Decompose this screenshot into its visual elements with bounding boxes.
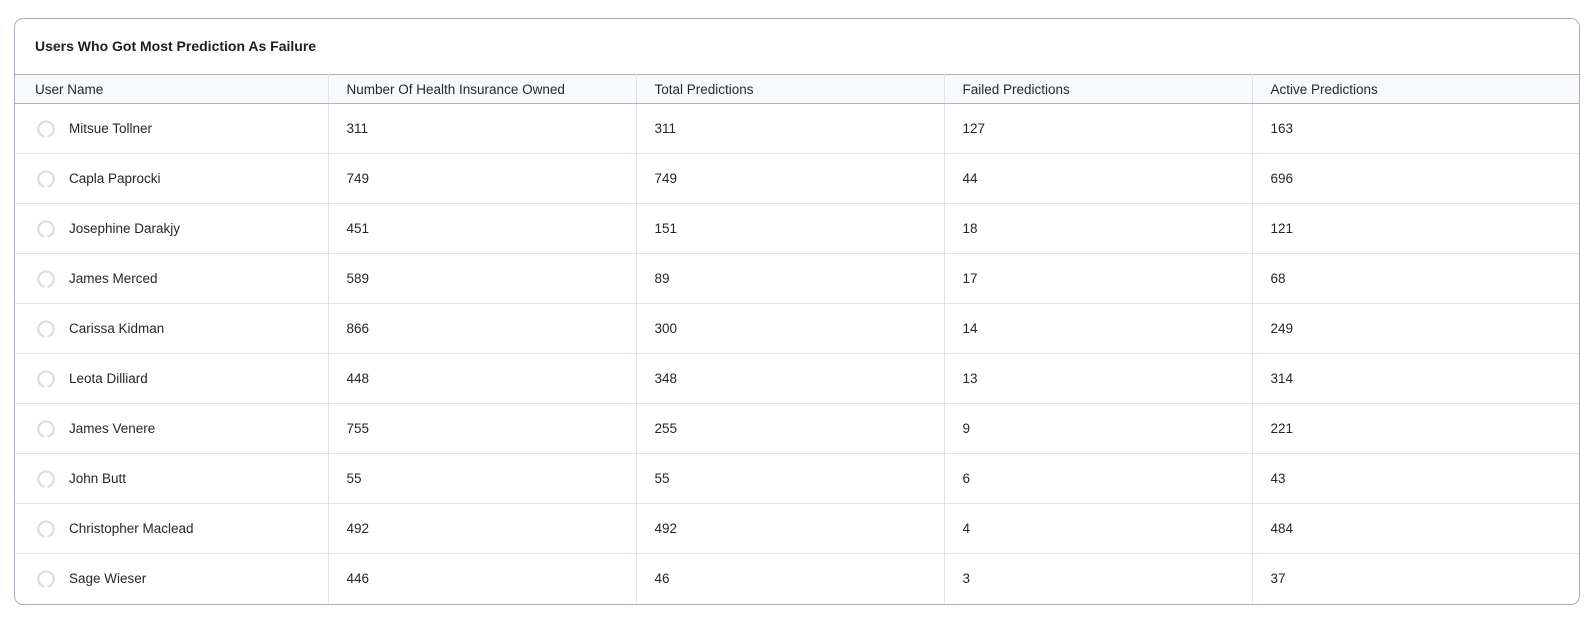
user-name-cell: Sage Wieser	[15, 553, 329, 604]
insurance-owned-cell: 755	[328, 403, 637, 454]
header-row: User Name Number Of Health Insurance Own…	[15, 74, 1579, 104]
active-predictions-cell: 43	[1252, 453, 1579, 504]
table-row: Capla Paprocki 749 749 44 696	[15, 153, 1579, 204]
table-row: Josephine Darakjy 451 151 18 121	[15, 203, 1579, 254]
users-table: User Name Number Of Health Insurance Own…	[15, 74, 1579, 604]
failed-predictions-cell: 17	[944, 253, 1253, 304]
column-header-failed-predictions: Failed Predictions	[944, 74, 1253, 104]
table-row: Leota Dilliard 448 348 13 314	[15, 353, 1579, 404]
column-header-total-predictions: Total Predictions	[636, 74, 945, 104]
active-predictions-cell: 121	[1252, 203, 1579, 254]
failed-predictions-cell: 18	[944, 203, 1253, 254]
user-avatar-icon	[35, 168, 57, 190]
user-name-cell: Mitsue Tollner	[15, 103, 329, 154]
table-body: Mitsue Tollner 311 311 127 163 Capla Pap…	[15, 103, 1579, 604]
failed-predictions-cell: 44	[944, 153, 1253, 204]
active-predictions-cell: 249	[1252, 303, 1579, 354]
insurance-owned-cell: 589	[328, 253, 637, 304]
user-name-label: Josephine Darakjy	[69, 221, 181, 236]
user-avatar-icon	[35, 318, 57, 340]
user-name-cell: Josephine Darakjy	[15, 203, 329, 254]
user-name-cell: John Butt	[15, 453, 329, 504]
table-row: Sage Wieser 446 46 3 37	[15, 553, 1579, 604]
total-predictions-cell: 311	[636, 103, 945, 154]
failed-predictions-cell: 13	[944, 353, 1253, 404]
table-row: Carissa Kidman 866 300 14 249	[15, 303, 1579, 354]
failed-predictions-cell: 3	[944, 553, 1253, 604]
user-name-label: Sage Wieser	[69, 571, 147, 587]
column-header-active-predictions: Active Predictions	[1252, 74, 1579, 104]
insurance-owned-cell: 451	[328, 203, 637, 254]
widget-title: Users Who Got Most Prediction As Failure	[35, 38, 317, 54]
active-predictions-cell: 696	[1252, 153, 1579, 204]
user-name-label: John Butt	[69, 471, 127, 486]
active-predictions-cell: 221	[1252, 403, 1579, 454]
total-predictions-cell: 255	[636, 403, 945, 454]
user-name-label: Christopher Maclead	[69, 521, 194, 536]
total-predictions-cell: 151	[636, 203, 945, 254]
user-avatar-icon	[35, 268, 57, 290]
total-predictions-cell: 749	[636, 153, 945, 204]
column-header-insurance-owned: Number Of Health Insurance Owned	[328, 74, 637, 104]
total-predictions-cell: 89	[636, 253, 945, 304]
failed-predictions-cell: 14	[944, 303, 1253, 354]
user-name-label: Leota Dilliard	[69, 371, 148, 386]
insurance-owned-cell: 492	[328, 503, 637, 554]
total-predictions-cell: 492	[636, 503, 945, 554]
user-name-cell: James Merced	[15, 253, 329, 304]
total-predictions-cell: 348	[636, 353, 945, 404]
user-name-cell: Leota Dilliard	[15, 353, 329, 404]
insurance-owned-cell: 311	[328, 103, 637, 154]
failed-predictions-cell: 4	[944, 503, 1253, 554]
users-failure-widget: Users Who Got Most Prediction As Failure…	[14, 18, 1580, 605]
user-name-label: Capla Paprocki	[69, 171, 161, 186]
insurance-owned-cell: 55	[328, 453, 637, 504]
user-name-label: James Merced	[69, 271, 158, 286]
active-predictions-cell: 163	[1252, 103, 1579, 154]
insurance-owned-cell: 448	[328, 353, 637, 404]
table-row: James Venere 755 255 9 221	[15, 403, 1579, 454]
user-name-label: Mitsue Tollner	[69, 121, 153, 136]
active-predictions-cell: 484	[1252, 503, 1579, 554]
active-predictions-cell: 314	[1252, 353, 1579, 404]
user-avatar-icon	[35, 368, 57, 390]
total-predictions-cell: 46	[636, 553, 945, 604]
user-avatar-icon	[35, 418, 57, 440]
insurance-owned-cell: 446	[328, 553, 637, 604]
user-name-label: Carissa Kidman	[69, 321, 165, 336]
table-header: User Name Number Of Health Insurance Own…	[15, 74, 1579, 104]
failed-predictions-cell: 127	[944, 103, 1253, 154]
failed-predictions-cell: 6	[944, 453, 1253, 504]
user-avatar-icon	[35, 468, 57, 490]
user-name-cell: Carissa Kidman	[15, 303, 329, 354]
table-row: John Butt 55 55 6 43	[15, 453, 1579, 504]
column-header-user-name: User Name	[15, 74, 329, 104]
total-predictions-cell: 300	[636, 303, 945, 354]
failed-predictions-cell: 9	[944, 403, 1253, 454]
user-name-cell: Christopher Maclead	[15, 503, 329, 554]
user-name-label: James Venere	[69, 421, 156, 436]
user-avatar-icon	[35, 218, 57, 240]
insurance-owned-cell: 749	[328, 153, 637, 204]
user-avatar-icon	[35, 518, 57, 540]
insurance-owned-cell: 866	[328, 303, 637, 354]
table-row: Christopher Maclead 492 492 4 484	[15, 503, 1579, 554]
user-name-cell: Capla Paprocki	[15, 153, 329, 204]
table-row: James Merced 589 89 17 68	[15, 253, 1579, 304]
table-row: Mitsue Tollner 311 311 127 163	[15, 103, 1579, 154]
active-predictions-cell: 37	[1270, 571, 1286, 587]
user-avatar-icon	[35, 118, 57, 140]
total-predictions-cell: 55	[636, 453, 945, 504]
active-predictions-cell: 68	[1252, 253, 1579, 304]
user-avatar-icon	[35, 568, 57, 590]
user-name-cell: James Venere	[15, 403, 329, 454]
